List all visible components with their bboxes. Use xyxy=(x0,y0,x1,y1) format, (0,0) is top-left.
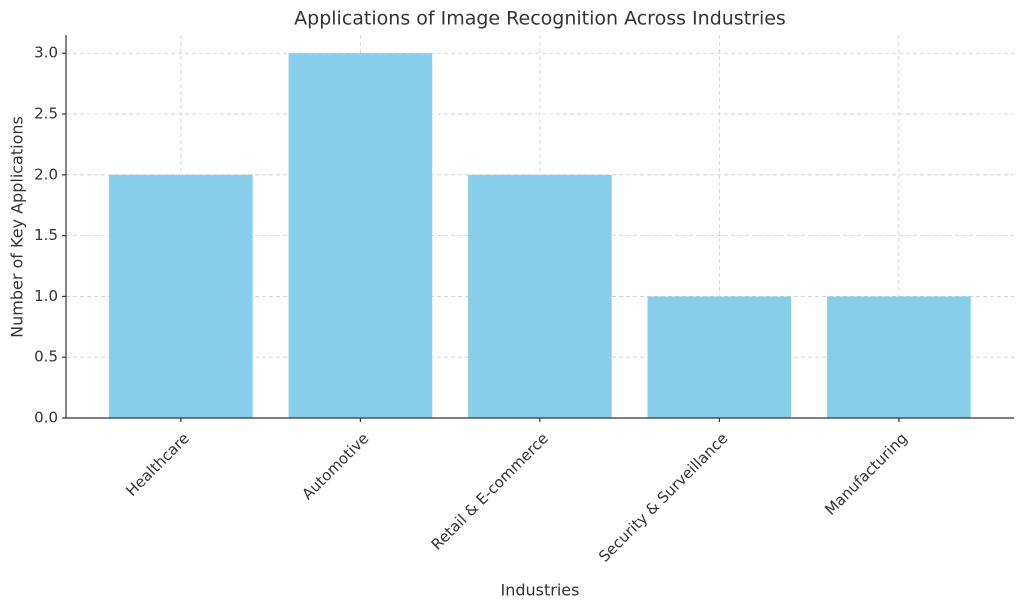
bar xyxy=(647,296,792,418)
bar xyxy=(109,174,253,418)
bar xyxy=(288,53,433,418)
y-tick-label: 2.5 xyxy=(34,105,58,123)
y-tick-label: 2.0 xyxy=(34,165,58,183)
y-tick-label: 1.5 xyxy=(34,226,58,244)
y-tick-label: 0.5 xyxy=(34,348,58,366)
y-axis-label: Number of Key Applications xyxy=(8,116,27,338)
x-tick-label: Manufacturing xyxy=(821,429,911,519)
y-tick-label: 3.0 xyxy=(34,44,58,62)
x-tick-label: Automotive xyxy=(298,429,372,503)
x-tick-label: Healthcare xyxy=(122,429,193,500)
bar xyxy=(468,174,612,418)
x-tick-label: Security & Surveillance xyxy=(595,429,731,565)
y-tick-label: 0.0 xyxy=(34,409,58,427)
y-tick-label: 1.0 xyxy=(34,287,58,305)
bar xyxy=(827,296,971,418)
chart-title: Applications of Image Recognition Across… xyxy=(294,8,786,30)
x-axis-label: Industries xyxy=(501,581,580,600)
x-tick-label: Retail & E-commerce xyxy=(428,429,552,553)
